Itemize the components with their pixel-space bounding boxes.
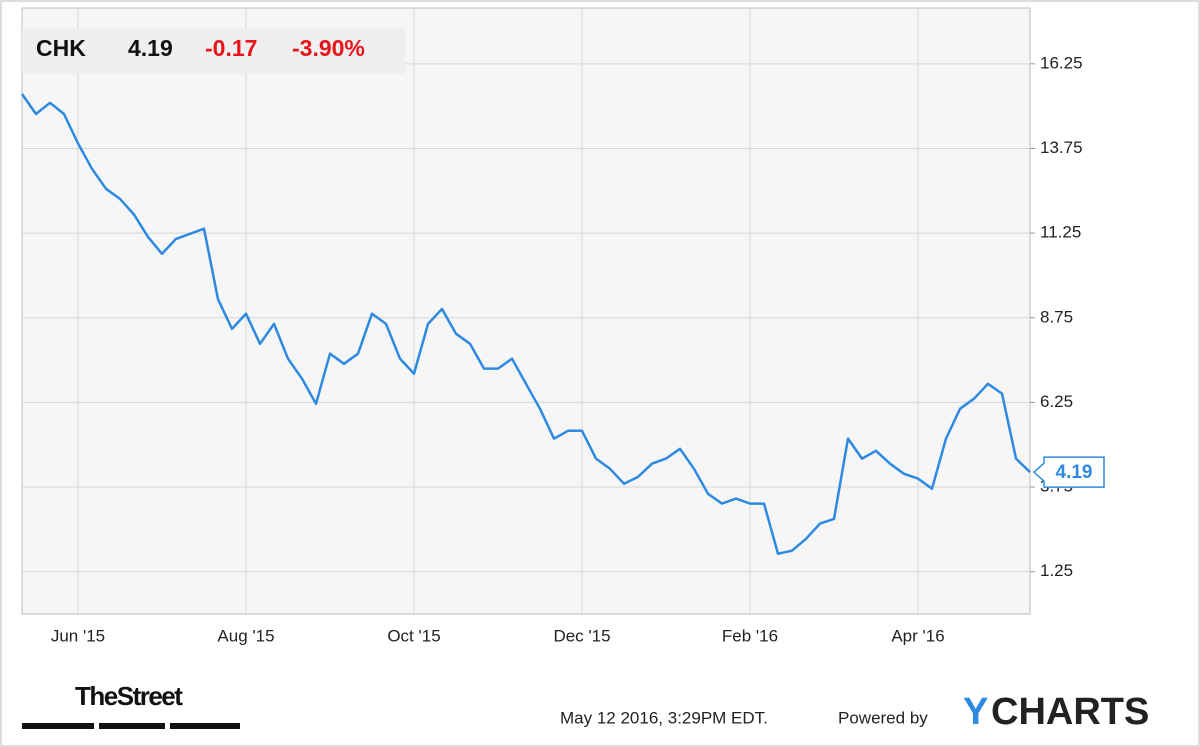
x-tick-label: Oct '15: [387, 626, 440, 645]
lines: [20, 93, 1031, 555]
timestamp: May 12 2016, 3:29PM EDT.: [560, 708, 768, 727]
ticker: CHK: [36, 35, 86, 61]
x-tick-label: Jun '15: [51, 626, 105, 645]
x-tick-label: Apr '16: [891, 626, 944, 645]
price-line: [20, 93, 1031, 555]
y-tick-label: 11.25: [1040, 223, 1081, 242]
brand-bar: [170, 723, 240, 729]
last-value-label: 4.19: [1056, 462, 1093, 483]
y-tick-label: 16.25: [1040, 53, 1083, 72]
logo-y: Y: [963, 691, 988, 733]
logo: CHARTS: [991, 691, 1149, 733]
change: -0.17: [205, 35, 257, 61]
y-tick-label: 6.25: [1040, 392, 1073, 411]
last-value-badge: [1032, 456, 1105, 488]
brand-bar: [99, 723, 165, 729]
header-box: [22, 28, 405, 74]
x-tick-label: Feb '16: [722, 626, 778, 645]
y-tick-label: 1.25: [1040, 561, 1073, 580]
brand: TheStreet: [75, 681, 183, 711]
price: 4.19: [128, 35, 173, 61]
x-tick-label: Dec '15: [553, 626, 610, 645]
change-pct: -3.90%: [292, 35, 365, 61]
plot-area: [21, 7, 1031, 615]
y-tick-label: 13.75: [1040, 138, 1083, 157]
powered-by: Powered by: [838, 708, 928, 727]
x-tick-label: Aug '15: [217, 626, 274, 645]
y-tick-label: 8.75: [1040, 307, 1073, 326]
brand-bar: [22, 723, 94, 729]
grid: [22, 8, 1030, 614]
